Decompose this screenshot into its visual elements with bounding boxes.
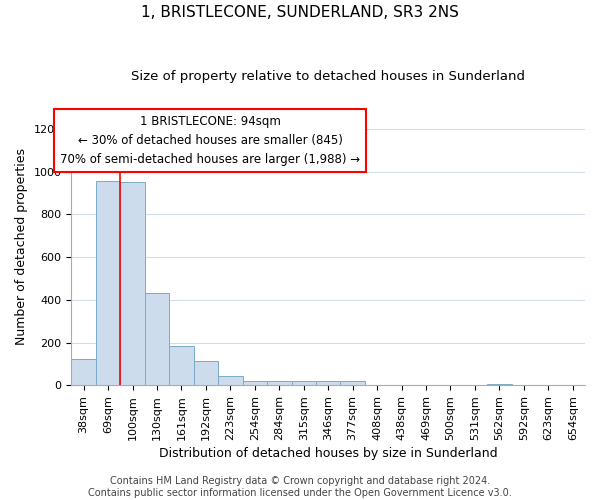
Bar [169, 346, 194, 385]
Bar [194, 360, 218, 385]
Bar [292, 381, 316, 385]
Text: 1, BRISTLECONE, SUNDERLAND, SR3 2NS: 1, BRISTLECONE, SUNDERLAND, SR3 2NS [141, 5, 459, 20]
Bar [267, 381, 292, 385]
X-axis label: Distribution of detached houses by size in Sunderland: Distribution of detached houses by size … [159, 447, 497, 460]
Bar [218, 376, 242, 385]
Bar [316, 382, 340, 385]
Text: Contains HM Land Registry data © Crown copyright and database right 2024.
Contai: Contains HM Land Registry data © Crown c… [88, 476, 512, 498]
Bar [121, 182, 145, 385]
Text: 1 BRISTLECONE: 94sqm
← 30% of detached houses are smaller (845)
70% of semi-deta: 1 BRISTLECONE: 94sqm ← 30% of detached h… [60, 114, 360, 166]
Bar [96, 182, 121, 385]
Bar [242, 381, 267, 385]
Bar [487, 384, 512, 385]
Title: Size of property relative to detached houses in Sunderland: Size of property relative to detached ho… [131, 70, 525, 83]
Y-axis label: Number of detached properties: Number of detached properties [15, 148, 28, 345]
Bar [71, 358, 96, 385]
Bar [145, 294, 169, 385]
Bar [340, 382, 365, 385]
